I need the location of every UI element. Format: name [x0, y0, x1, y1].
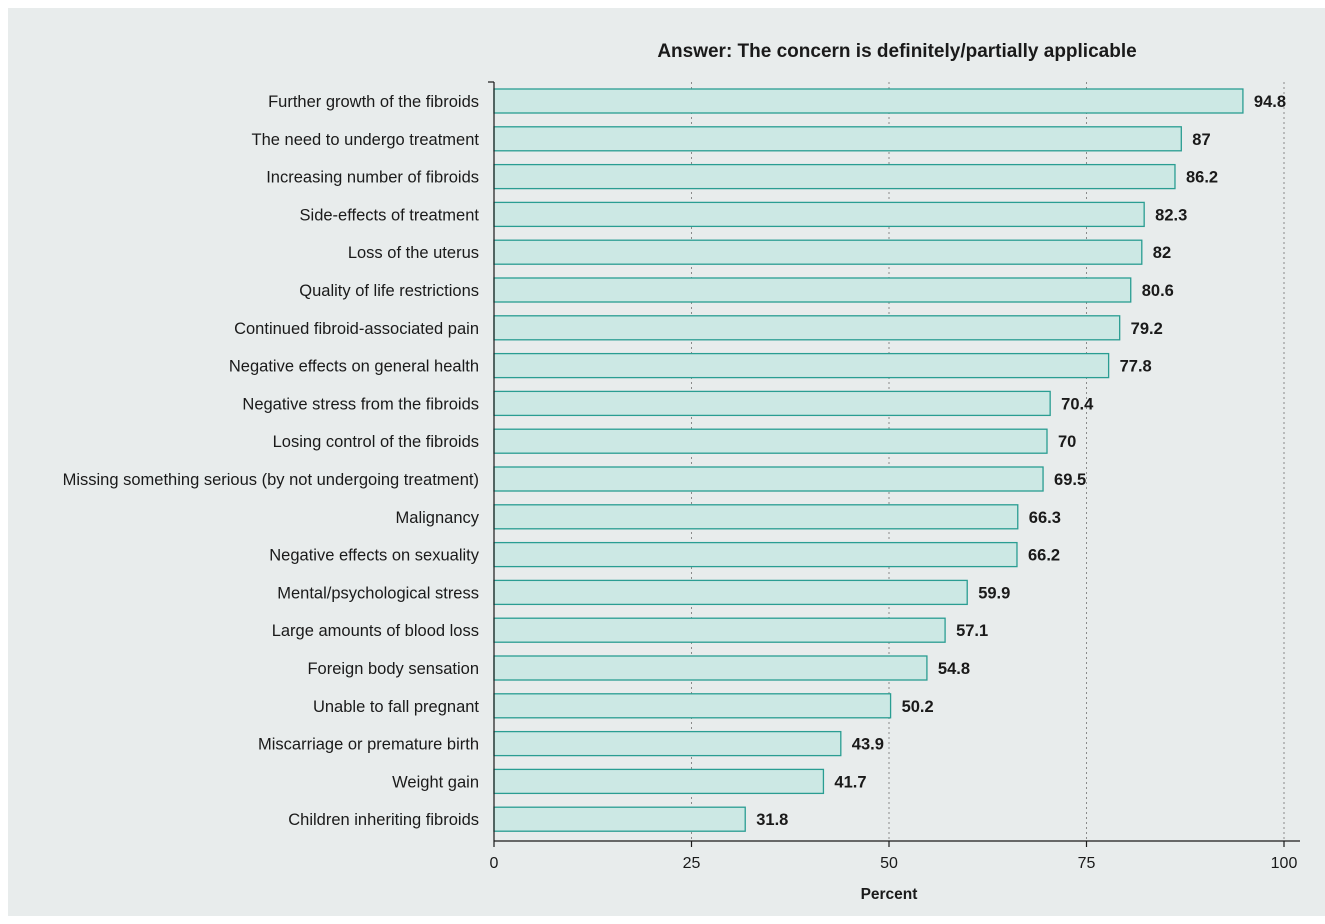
bar-18 — [493, 768, 825, 795]
value-label-4: 82 — [1153, 244, 1171, 262]
grid-lines — [691, 82, 1285, 841]
bar-4 — [493, 239, 1143, 265]
bar-13 — [493, 579, 968, 606]
value-label-11: 66.3 — [1029, 509, 1061, 527]
value-label-12: 66.2 — [1028, 547, 1060, 565]
value-label-17: 43.9 — [852, 736, 884, 754]
value-label-19: 31.8 — [756, 811, 788, 829]
category-label-7: Negative effects on general health — [229, 358, 479, 376]
category-label-10: Missing something serious (by not underg… — [63, 471, 479, 489]
category-label-18: Weight gain — [392, 773, 479, 791]
value-label-6: 79.2 — [1131, 320, 1163, 338]
value-label-2: 86.2 — [1186, 169, 1218, 187]
bar-15 — [493, 655, 928, 681]
x-tick-label-2: 50 — [880, 855, 898, 872]
chart-panel: Answer: The concern is definitely/partia… — [8, 8, 1325, 916]
x-tick-label-3: 75 — [1078, 855, 1096, 872]
category-label-2: Increasing number of fibroids — [266, 169, 479, 187]
value-label-5: 80.6 — [1142, 282, 1174, 300]
value-label-14: 57.1 — [956, 622, 988, 640]
category-label-9: Losing control of the fibroids — [273, 433, 479, 451]
bar-3 — [493, 201, 1145, 228]
x-axis-ticks: 0 25 50 75 100 — [490, 841, 1298, 872]
category-label-0: Further growth of the fibroids — [268, 93, 479, 111]
value-label-0: 94.8 — [1254, 93, 1286, 111]
value-label-18: 41.7 — [834, 773, 866, 791]
category-label-15: Foreign body sensation — [307, 660, 479, 678]
bar-16 — [493, 693, 892, 719]
value-label-15: 54.8 — [938, 660, 970, 678]
category-labels: Further growth of the fibroids The need t… — [63, 93, 480, 829]
bar-0 — [493, 88, 1244, 114]
value-label-9: 70 — [1058, 433, 1076, 451]
value-labels: 94.8 87 86.2 82.3 82 80.6 79.2 77.8 70.4 70 69.5 66… — [756, 93, 1286, 829]
x-axis-title: Percent — [861, 886, 918, 903]
bar-chart: Answer: The concern is definitely/partia… — [63, 41, 1300, 903]
value-label-7: 77.8 — [1120, 358, 1152, 376]
value-label-10: 69.5 — [1054, 471, 1086, 489]
category-label-5: Quality of life restrictions — [299, 282, 479, 300]
category-label-11: Malignancy — [396, 509, 480, 527]
category-label-16: Unable to fall pregnant — [313, 698, 479, 716]
category-label-17: Miscarriage or premature birth — [258, 736, 479, 754]
bar-17 — [493, 730, 842, 757]
x-tick-label-0: 0 — [490, 855, 499, 872]
category-label-19: Children inheriting fibroids — [288, 811, 479, 829]
axes — [488, 81, 1300, 842]
bar-1 — [493, 126, 1182, 152]
bar-2 — [493, 163, 1176, 190]
category-label-1: The need to undergo treatment — [252, 131, 480, 149]
bar-11 — [493, 504, 1019, 530]
value-label-8: 70.4 — [1061, 395, 1094, 413]
bars — [493, 88, 1244, 832]
category-label-13: Mental/psychological stress — [277, 584, 479, 602]
x-tick-label-4: 100 — [1271, 855, 1298, 872]
bar-7 — [493, 352, 1110, 379]
bar-9 — [493, 428, 1048, 454]
category-label-4: Loss of the uterus — [348, 244, 479, 262]
bar-5 — [493, 277, 1132, 303]
category-label-14: Large amounts of blood loss — [272, 622, 479, 640]
bar-6 — [493, 315, 1121, 341]
value-label-16: 50.2 — [902, 698, 934, 716]
category-label-6: Continued fibroid-associated pain — [234, 320, 479, 338]
category-label-12: Negative effects on sexuality — [269, 547, 479, 565]
chart-title: Answer: The concern is definitely/partia… — [657, 41, 1136, 62]
category-label-8: Negative stress from the fibroids — [242, 395, 479, 413]
bar-8 — [493, 390, 1051, 417]
value-label-13: 59.9 — [978, 584, 1010, 602]
category-label-3: Side-effects of treatment — [300, 206, 480, 224]
value-label-3: 82.3 — [1155, 206, 1187, 224]
bar-19 — [493, 806, 746, 832]
bar-10 — [493, 466, 1044, 492]
x-tick-label-1: 25 — [683, 855, 701, 872]
bar-14 — [493, 617, 946, 643]
value-label-1: 87 — [1192, 131, 1210, 149]
bar-12 — [493, 541, 1018, 568]
